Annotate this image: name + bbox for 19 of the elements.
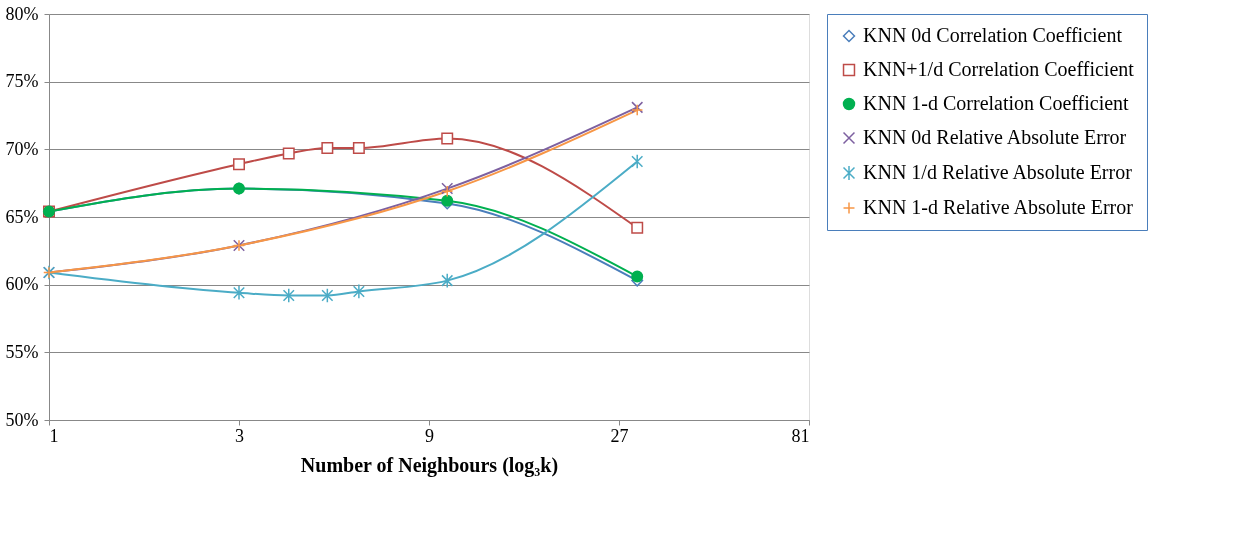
legend-label: KNN 0d Correlation Coefficient xyxy=(863,24,1123,46)
y-tick-label: 65% xyxy=(5,206,39,227)
legend-label: KNN+1/d Correlation Coefficient xyxy=(863,58,1135,80)
y-tick-label: 80% xyxy=(5,3,39,24)
y-tick-label: 60% xyxy=(5,274,39,295)
y-tick-label: 50% xyxy=(5,409,39,430)
x-tick-label: 1 xyxy=(49,425,59,446)
x-tick-label: 27 xyxy=(610,425,629,446)
x-tick-label: 81 xyxy=(791,425,810,446)
y-tick-label: 70% xyxy=(5,138,39,159)
legend-label: KNN 1-d Correlation Coefficient xyxy=(863,92,1130,114)
legend-label: KNN 1-d Relative Absolute Error xyxy=(863,196,1134,218)
x-axis-title: Number of Neighbours (log₃k) xyxy=(300,453,559,477)
x-tick-label: 3 xyxy=(235,425,244,446)
legend-label: KNN 0d Relative Absolute Error xyxy=(863,126,1127,148)
x-tick-label: 9 xyxy=(425,425,434,446)
y-tick-label: 55% xyxy=(5,341,39,362)
legend-label: KNN 1/d Relative Absolute Error xyxy=(863,161,1133,183)
y-tick-label: 75% xyxy=(5,71,39,92)
